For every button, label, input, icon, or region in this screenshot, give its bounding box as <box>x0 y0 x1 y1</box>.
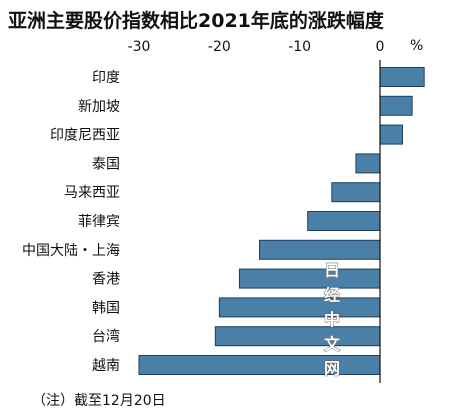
bar <box>259 239 381 260</box>
bar <box>379 95 413 116</box>
x-axis-ticks: -30 -20 -10 0 <box>128 39 385 55</box>
bar <box>355 153 381 174</box>
category-label: 马来西亚 <box>64 185 120 201</box>
x-tick-label: -10 <box>288 39 311 55</box>
bar <box>379 67 425 87</box>
x-tick-label: -30 <box>128 39 151 55</box>
bar <box>138 355 381 375</box>
bars <box>138 67 425 375</box>
bar <box>379 124 403 145</box>
watermark-char: 中 <box>324 310 340 329</box>
category-label: 韩国 <box>92 300 120 316</box>
category-label: 泰国 <box>92 156 120 172</box>
category-label: 中国大陆・上海 <box>22 243 120 259</box>
category-label: 新加坡 <box>78 99 120 115</box>
watermark-char: 网 <box>324 359 340 378</box>
bar-chart: -30 -20 -10 0 % 印度新加坡印度尼西亚泰国马来西亚菲律宾中国大陆・上海香… <box>22 38 425 383</box>
category-label: 菲律宾 <box>78 214 120 230</box>
footnote: （注）截至12月20日 <box>32 393 166 409</box>
watermark-char: 日 <box>324 261 340 280</box>
unit-label: % <box>410 38 423 54</box>
chart-title: 亚洲主要股价指数相比2021年底的涨跌幅度 <box>8 10 384 32</box>
bar <box>307 211 381 231</box>
x-tick-label: 0 <box>376 39 385 55</box>
category-label: 越南 <box>92 358 120 374</box>
bar <box>214 326 381 347</box>
bar <box>331 182 381 203</box>
watermark-char: 文 <box>324 335 341 354</box>
watermark-char: 经 <box>324 286 340 305</box>
category-label: 台湾 <box>92 328 120 345</box>
category-label: 香港 <box>92 272 120 288</box>
bar <box>238 268 381 289</box>
bar <box>218 297 381 318</box>
x-tick-label: -20 <box>208 39 231 55</box>
category-label: 印度尼西亚 <box>50 128 120 144</box>
category-label: 印度 <box>92 70 120 86</box>
